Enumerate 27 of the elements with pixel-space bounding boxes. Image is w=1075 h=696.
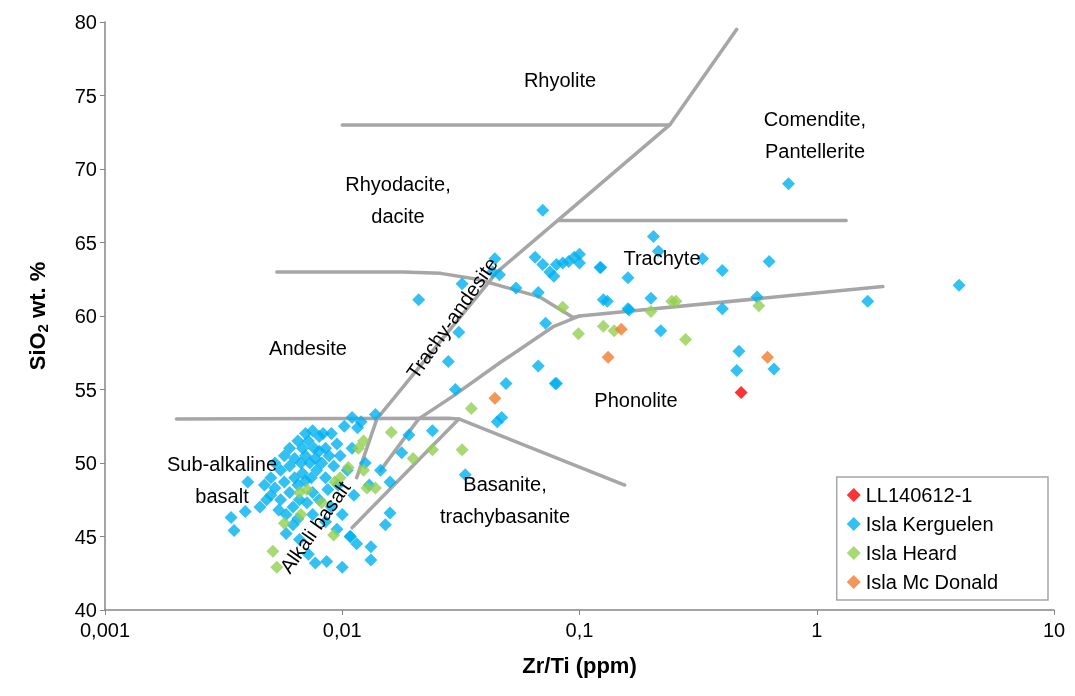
- annotation: Andesite: [269, 337, 347, 359]
- annotation: Comendite, Pantellerite: [763, 108, 867, 162]
- legend-label: LL140612-1: [865, 484, 973, 506]
- legend-label: Isla Kerguelen: [865, 513, 994, 535]
- y-tick-label: 75: [74, 84, 97, 107]
- y-tick-label: 65: [74, 231, 97, 254]
- x-axis-title: Zr/Ti (ppm): [522, 652, 637, 678]
- x-tick-label: 0,001: [79, 619, 131, 641]
- annotation: Rhyolite: [523, 69, 597, 91]
- y-tick-label: 45: [74, 525, 97, 548]
- x-tick-label: 0,01: [322, 619, 362, 641]
- y-tick-label: 50: [74, 452, 97, 474]
- x-tick-label: 10: [1042, 619, 1066, 641]
- y-tick-label: 55: [74, 378, 97, 401]
- legend-label: Isla Heard: [865, 542, 957, 564]
- y-tick-label: 80: [74, 11, 97, 33]
- annotation: Phonolite: [594, 389, 678, 411]
- x-tick-label: 1: [811, 619, 823, 641]
- y-tick-label: 70: [74, 158, 97, 180]
- annotation: Trachyte: [623, 247, 701, 269]
- annotation: Basanite, trachybasanite: [439, 473, 571, 527]
- annotation: Rhyodacite, dacite: [345, 173, 451, 227]
- y-tick-label: 60: [74, 305, 97, 327]
- x-tick-label: 0,1: [565, 619, 594, 641]
- y-axis-title: SiO2 wt. %: [25, 261, 51, 371]
- y-tick-label: 40: [74, 599, 97, 621]
- legend-label: Isla Mc Donald: [865, 571, 999, 593]
